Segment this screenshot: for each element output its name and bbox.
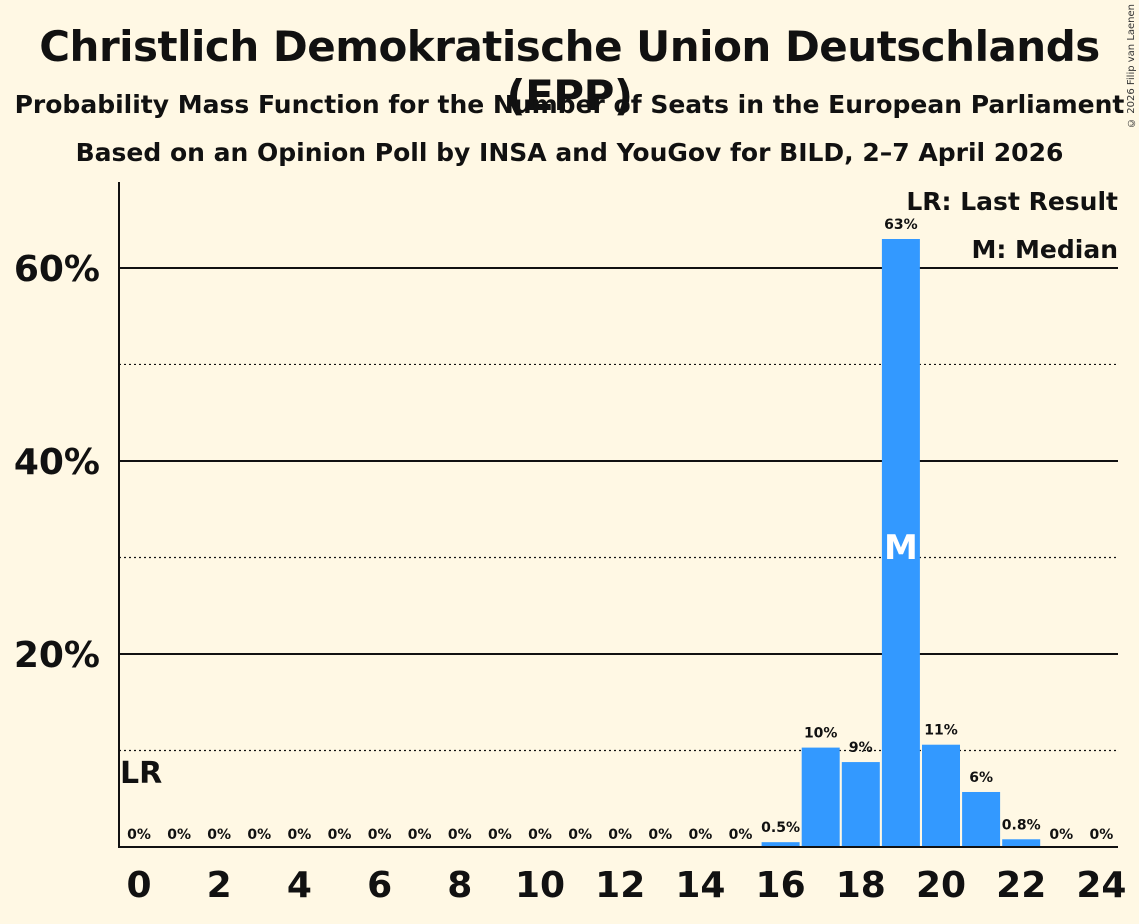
y-tick-label: 60% [14, 249, 100, 290]
x-tick-label: 8 [447, 865, 472, 906]
legend: LR: Last Result M: Median [906, 184, 1124, 266]
markers: LR M [120, 528, 918, 791]
bar-value-label: 0% [328, 827, 352, 843]
bar-value-label: 0% [167, 827, 191, 843]
bar-value-label: 0% [488, 827, 512, 843]
bar-value-label: 0.8% [1002, 817, 1041, 833]
y-tick-label: 20% [14, 635, 100, 676]
bar-value-label: 0% [1090, 827, 1114, 843]
x-tick-label: 0 [126, 865, 151, 906]
bar-seat-17 [801, 747, 840, 847]
legend-last-result: LR: Last Result [906, 187, 1118, 216]
x-tick-label: 16 [756, 865, 806, 906]
bar-value-label: 63% [884, 217, 918, 233]
bar-value-label: 0% [689, 827, 713, 843]
x-tick-label: 20 [916, 865, 966, 906]
chart-subtitle: Probability Mass Function for the Number… [14, 90, 1125, 119]
chart-title: Christlich Demokratische Union Deutschla… [39, 22, 1100, 120]
x-tick-label: 10 [515, 865, 565, 906]
axes [118, 182, 1118, 848]
bar-value-label: 0% [1049, 827, 1073, 843]
bar-seat-22 [1002, 839, 1041, 847]
x-tick-label: 2 [207, 865, 232, 906]
bar-value-label: 0% [568, 827, 592, 843]
bar-value-label: 10% [804, 726, 838, 742]
bar-seat-19 [881, 239, 920, 847]
bar-value-label: 0% [729, 827, 753, 843]
bar-seat-20 [922, 744, 960, 847]
bar-value-label: 0% [528, 827, 552, 843]
bar-value-label: 0% [608, 827, 632, 843]
bar-value-label: 0% [288, 827, 312, 843]
legend-median: M: Median [971, 235, 1118, 264]
x-tick-label: 4 [287, 865, 312, 906]
gridlines [119, 266, 1118, 752]
bar-value-label: 9% [849, 740, 873, 756]
median-marker: M [884, 528, 918, 568]
bar-value-label: 6% [969, 770, 993, 786]
x-tick-label: 14 [675, 865, 725, 906]
bar-seat-16 [761, 842, 800, 847]
x-tick-label: 18 [836, 865, 886, 906]
bar-value-label: 0% [247, 827, 271, 843]
chart-source: Based on an Opinion Poll by INSA and You… [75, 138, 1064, 167]
last-result-marker: LR [120, 756, 162, 791]
legend-background [932, 184, 1124, 266]
bar-value-label: 11% [924, 723, 958, 739]
bar-labels: 0% 0% 0% 0% 0% 0% 0% 0% 0% 0% 0% 0% 0% 0% 0% 0% 0.5% 10% 9… [127, 217, 1113, 843]
bar-value-label: 0% [448, 827, 472, 843]
x-tick-label: 22 [996, 865, 1046, 906]
bar-seat-18 [841, 762, 880, 847]
y-tick-label: 40% [14, 442, 100, 483]
bar-value-label: 0.5% [761, 820, 800, 836]
x-tick-label: 24 [1076, 865, 1126, 906]
bar-value-label: 0% [127, 827, 151, 843]
tick-labels: 20%40%60%0 2 4 6 8 10 12 14 16 18 20 22 24 [14, 249, 1127, 906]
x-tick-label: 12 [595, 865, 645, 906]
bar-value-label: 0% [648, 827, 672, 843]
bar-seat-21 [962, 791, 1001, 847]
x-tick-label: 6 [367, 865, 392, 906]
bars [761, 239, 1041, 847]
bar-value-label: 0% [368, 827, 392, 843]
bar-value-label: 0% [207, 827, 231, 843]
bar-value-label: 0% [408, 827, 432, 843]
